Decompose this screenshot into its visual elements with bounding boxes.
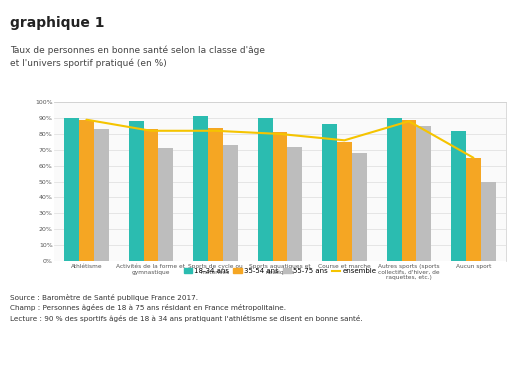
Bar [64,118,79,261]
Text: Source : Baromètre de Santé publique France 2017.
Champ : Personnes âgées de 18 : Source : Baromètre de Santé publique Fra… [10,294,363,322]
Bar [386,118,401,261]
Bar [193,116,208,261]
Bar [79,120,94,261]
Bar [287,147,302,261]
Bar [481,181,496,261]
Bar [257,118,272,261]
Bar [158,148,173,261]
Bar [451,131,466,261]
Bar [322,124,337,261]
Text: Taux de personnes en bonne santé selon la classe d'âge
et l'univers sportif prat: Taux de personnes en bonne santé selon l… [10,46,265,68]
Bar [143,129,158,261]
Text: graphique 1: graphique 1 [10,16,105,30]
Bar [208,128,223,261]
Bar [337,142,352,261]
Bar [272,132,287,261]
Bar [401,120,416,261]
Bar [466,158,481,261]
Bar [223,145,238,261]
Bar [94,129,109,261]
Bar [128,121,143,261]
Bar [416,126,431,261]
Legend: 18-34 ans, 35-54 ans, 55-75 ans, ensemble: 18-34 ans, 35-54 ans, 55-75 ans, ensembl… [184,268,376,274]
Bar [352,153,367,261]
